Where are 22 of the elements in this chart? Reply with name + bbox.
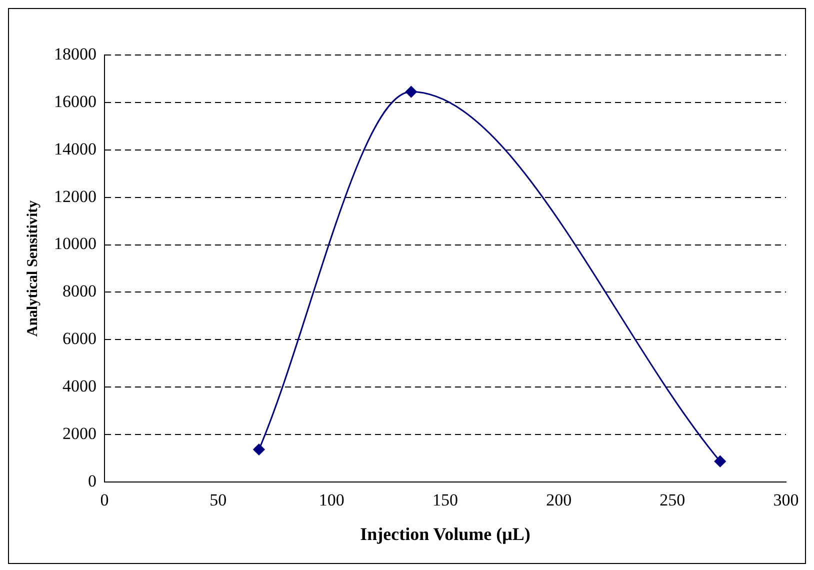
x-tick-label: 100: [318, 490, 344, 510]
x-tick-label: 300: [773, 490, 799, 510]
y-tick-label: 0: [88, 471, 96, 490]
y-tick-label: 6000: [62, 329, 96, 348]
y-tick-label: 8000: [62, 282, 96, 301]
point: [253, 444, 265, 456]
point: [714, 456, 726, 468]
x-tick-label: 250: [660, 490, 686, 510]
y-tick-label: 14000: [54, 139, 96, 158]
y-tick-label: 10000: [54, 234, 96, 254]
y-tick-label: 12000: [54, 186, 96, 206]
y-tick-label: 4000: [62, 376, 96, 396]
point: [405, 86, 417, 98]
x-axis-title: Injection Volume (μL): [360, 524, 530, 544]
y-tick-label: 16000: [54, 92, 96, 111]
y-tick-label: 2000: [62, 424, 96, 444]
y-axis-title: Analytical Sensitivity: [24, 200, 41, 337]
x-tick-label: 200: [546, 490, 572, 510]
y-tick-label: 18000: [54, 44, 96, 64]
x-tick-label: 50: [210, 490, 227, 510]
x-tick-label: 150: [432, 490, 458, 510]
x-tick-label: 0: [100, 490, 109, 510]
